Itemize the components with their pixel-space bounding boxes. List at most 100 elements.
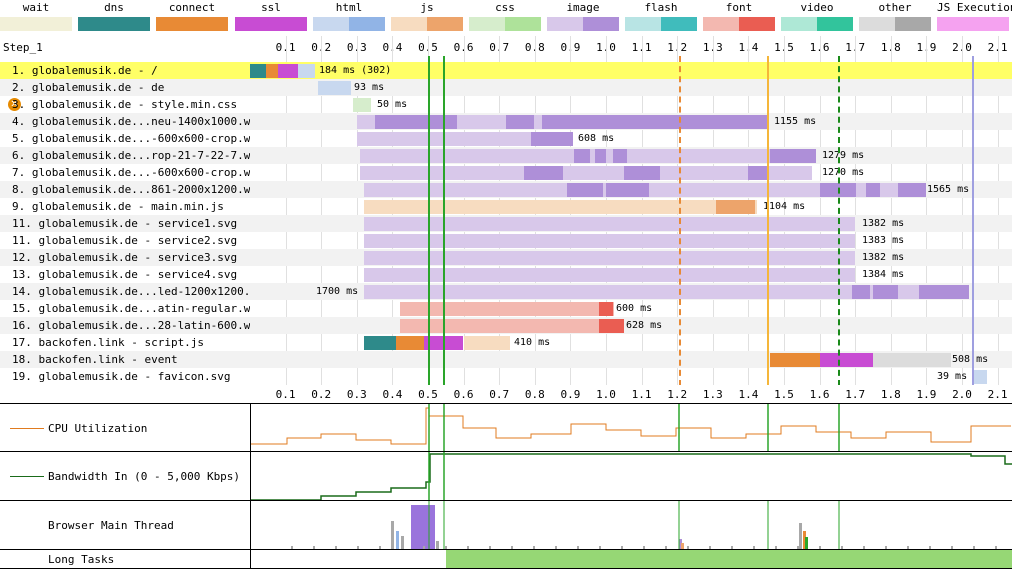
main-thread-spike	[436, 541, 439, 550]
request-bar-segment	[298, 64, 303, 78]
bandwidth-label: Bandwidth In (0 - 5,000 Kbps)	[48, 470, 241, 483]
request-bar-segment	[266, 64, 278, 78]
request-row[interactable]: 13. globalemusik.de - service4.svg 1384 m…	[0, 266, 1012, 283]
request-name: 2. globalemusik.de - de	[12, 81, 165, 94]
request-row[interactable]: 8. globalemusik.de...861-2000x1200.webp 1…	[0, 181, 1012, 198]
request-name: 9. globalemusik.de - main.min.js	[12, 200, 224, 213]
request-row[interactable]: 19. globalemusik.de - favicon.svg 39 ms	[0, 368, 1012, 385]
main-thread-tick	[357, 546, 359, 550]
main-thread-tick	[995, 546, 997, 550]
legend-swatch-dark	[36, 17, 72, 31]
request-row[interactable]: 11. globalemusik.de - service1.svg 1382 m…	[0, 215, 1012, 232]
main-thread-tick	[643, 546, 645, 550]
request-row[interactable]: 9. globalemusik.de - main.min.js 1104 ms	[0, 198, 1012, 215]
request-row[interactable]: 5. globalemusik.de...-600x600-crop.webp 6…	[0, 130, 1012, 147]
main-thread-tick	[401, 546, 403, 550]
main-thread-spike	[681, 543, 684, 550]
request-row[interactable]: ✕ 3. globalemusik.de - style.min.css 50 ms	[0, 96, 1012, 113]
bandwidth-panel: Bandwidth In (0 - 5,000 Kbps)	[0, 451, 1012, 501]
request-row[interactable]: 15. globalemusik.de...atin-regular.woff2…	[0, 300, 1012, 317]
main-thread-spike	[803, 531, 806, 550]
legend-item-ssl: ssl	[235, 0, 307, 32]
request-label: 11. globalemusik.de - service1.svg	[0, 215, 250, 232]
request-name: 11. globalemusik.de - service2.svg	[12, 234, 238, 247]
main-thread-spike	[679, 539, 682, 550]
request-row[interactable]: 4. globalemusik.de...neu-1400x1000.webp 1…	[0, 113, 1012, 130]
request-bar-segment	[506, 115, 534, 129]
legend-label: css	[495, 1, 515, 14]
tick-label: 0.4	[382, 388, 403, 401]
request-label: 12. globalemusik.de - service3.svg	[0, 249, 250, 266]
request-label: 19. globalemusik.de - favicon.svg	[0, 368, 250, 385]
bandwidth-line	[251, 453, 1012, 501]
request-name: 14. globalemusik.de...led-1200x1200.webp	[12, 285, 250, 298]
request-bar-segment	[524, 166, 563, 180]
request-bar-segment	[748, 115, 768, 129]
request-row[interactable]: 17. backofen.link - script.js 410 ms	[0, 334, 1012, 351]
request-row[interactable]: 16. globalemusik.de...28-latin-600.woff2…	[0, 317, 1012, 334]
request-bar-segment	[396, 336, 424, 350]
request-name: 13. globalemusik.de - service4.svg	[12, 268, 238, 281]
request-label: 2. globalemusik.de - de	[0, 79, 250, 96]
tick-label: 1.7	[845, 388, 866, 401]
legend-item-dns: dns	[78, 0, 150, 32]
long-tasks-chart	[250, 550, 1012, 568]
main-thread-burst	[411, 505, 435, 550]
legend-item-flash: flash	[625, 0, 697, 32]
cpu-legend-mark	[10, 428, 44, 429]
request-label: 11. globalemusik.de - service2.svg	[0, 232, 250, 249]
request-name: 8. globalemusik.de...861-2000x1200.webp	[12, 183, 250, 196]
request-bar-segment	[599, 302, 613, 316]
request-time: 1384 ms	[862, 269, 905, 280]
request-name: 12. globalemusik.de - service3.svg	[12, 251, 238, 264]
request-row[interactable]: 2. globalemusik.de - de 93 ms	[0, 79, 1012, 96]
request-row[interactable]: 11. globalemusik.de - service2.svg 1383 m…	[0, 232, 1012, 249]
main-thread-tick	[291, 546, 293, 550]
request-time: 1382 ms	[862, 218, 905, 229]
request-row[interactable]: 6. globalemusik.de...rop-21-7-22-7.webp 1…	[0, 147, 1012, 164]
tick-label: 0.8	[520, 41, 550, 54]
grid-line	[784, 36, 785, 386]
tick-label: 1.8	[876, 41, 906, 54]
time-axis-bottom: 0.1 0.2 0.3 0.4 0.5 0.6 0.7 0.8 0.9 1.0 1.1 1.2 1.3 1…	[0, 385, 1012, 404]
tick-label: 0.9	[560, 388, 581, 401]
request-time: 1700 ms	[316, 286, 359, 297]
long-tasks-label: Long Tasks	[48, 552, 115, 566]
legend-swatch	[469, 17, 541, 31]
main-thread-chart	[250, 501, 1012, 550]
main-thread-tick	[489, 546, 491, 550]
request-time: 1279 ms	[822, 150, 865, 161]
onload-line	[838, 56, 840, 386]
legend-swatch-dark	[895, 17, 931, 31]
dom-content-loaded-line	[767, 56, 769, 386]
tick-label: 0.3	[342, 41, 372, 54]
main-thread-tick	[885, 546, 887, 550]
tick-label: 0.6	[449, 41, 479, 54]
legend-label: image	[566, 1, 600, 14]
legend-swatch	[937, 17, 1009, 31]
request-bar-segment	[400, 302, 614, 316]
request-row[interactable]: 1. globalemusik.de - / 184 ms (302)	[0, 62, 1012, 79]
request-row[interactable]: 12. globalemusik.de - service3.svg 1382 m…	[0, 249, 1012, 266]
request-label: 17. backofen.link - script.js	[0, 334, 250, 351]
main-thread-tick	[709, 546, 711, 550]
legend-swatch-dark	[349, 17, 385, 31]
legend-label: flash	[644, 1, 678, 14]
legend-item-css: css	[469, 0, 541, 32]
request-row[interactable]: 18. backofen.link - event 508 ms	[0, 351, 1012, 368]
request-label: 7. globalemusik.de...-600x600-crop.webp	[0, 164, 250, 181]
legend-swatch-light	[859, 17, 895, 31]
legend-swatch-light	[781, 17, 817, 31]
legend-item-js-execution: JS Execution	[937, 0, 1012, 32]
grid-line	[820, 36, 821, 386]
request-row[interactable]: 14. globalemusik.de...led-1200x1200.webp…	[0, 283, 1012, 300]
request-bar-segment	[866, 183, 880, 197]
main-thread-spike	[401, 536, 404, 550]
request-name: 1. globalemusik.de - /	[12, 64, 158, 77]
legend-swatch-light	[937, 17, 973, 31]
cpu-utilization-panel: CPU Utilization	[0, 403, 1012, 452]
request-label: 5. globalemusik.de...-600x600-crop.webp	[0, 130, 250, 147]
main-thread-tick	[819, 546, 821, 550]
request-row[interactable]: 7. globalemusik.de...-600x600-crop.webp 1…	[0, 164, 1012, 181]
